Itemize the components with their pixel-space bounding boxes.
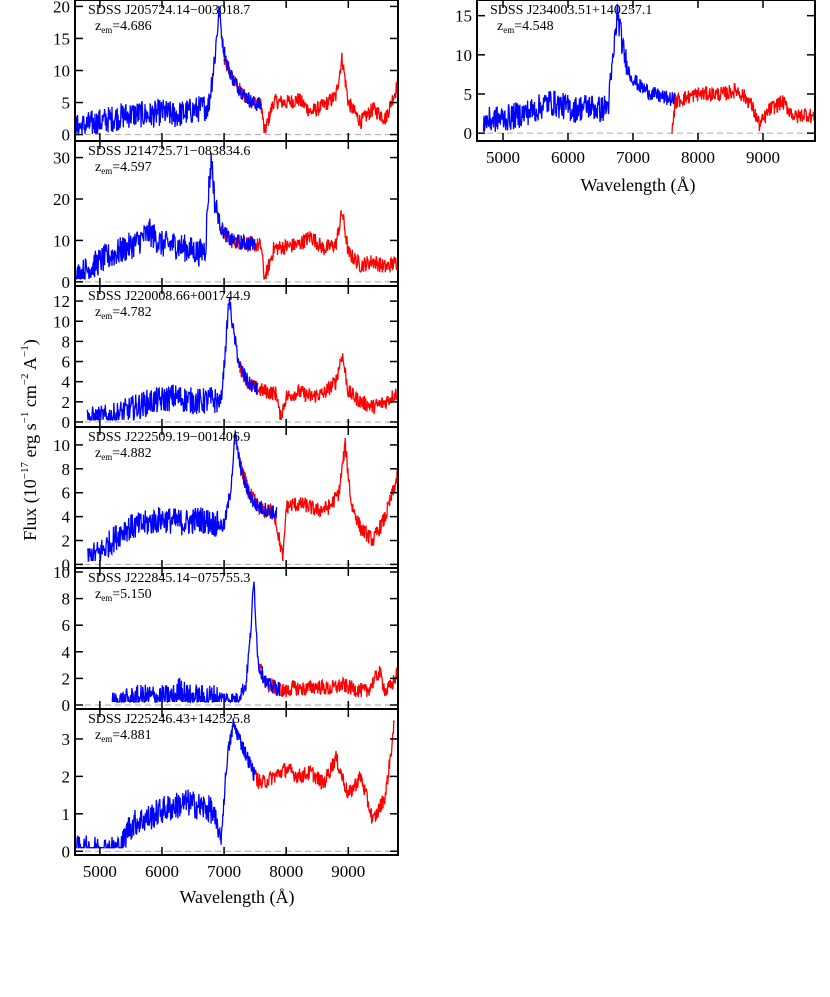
- x-tick-label: 7000: [616, 148, 650, 167]
- x-tick-label: 6000: [551, 148, 585, 167]
- y-tick-label: 4: [62, 373, 71, 392]
- spectrum-series-line: [75, 5, 262, 137]
- y-tick-label: 10: [53, 312, 70, 331]
- x-tick-label: 9000: [331, 862, 365, 881]
- y-tick-label: 12: [53, 292, 70, 311]
- object-name-label: SDSS J222845.14−075755.3: [88, 571, 250, 586]
- y-tick-label: 15: [455, 7, 472, 26]
- y-axis-label: Flux (10−17 erg s−1 cm−2 A−1): [19, 339, 41, 541]
- y-tick-label: 4: [62, 643, 71, 662]
- y-tick-label: 0: [62, 273, 71, 292]
- y-tick-label: 3: [62, 730, 71, 749]
- spectrum-series-line: [75, 718, 256, 849]
- redshift-label: zem=4.597: [95, 160, 152, 176]
- y-tick-label: 0: [62, 413, 71, 432]
- spectrum-panel: 0 5 10 15 20 SDSS J205724.14−003018.7zem=4.68…: [53, 0, 399, 145]
- y-tick-label: 0: [464, 124, 473, 143]
- y-tick-label: 8: [62, 332, 71, 351]
- y-tick-label: 0: [62, 126, 71, 145]
- object-name-label: SDSS J214725.71−083834.6: [88, 144, 250, 159]
- y-tick-label: 10: [53, 563, 70, 582]
- y-tick-label: 2: [62, 532, 71, 551]
- y-tick-label: 8: [62, 460, 71, 479]
- object-name-label: SDSS J222509.19−001406.9: [88, 430, 250, 445]
- y-tick-label: 2: [62, 669, 71, 688]
- spectrum-series-line: [86, 430, 278, 562]
- spectrum-series-line: [482, 3, 676, 132]
- y-tick-label: 0: [62, 555, 71, 574]
- spectrum-series-line: [671, 82, 815, 134]
- y-tick-label: 1: [62, 805, 71, 824]
- y-tick-label: 10: [53, 231, 70, 250]
- x-tick-label: 6000: [145, 862, 179, 881]
- spectrum-panel: 0 1 2 3 5000 6000 7000 8000 9000 SDSS J225246.43+…: [62, 708, 399, 881]
- y-tick-label: 6: [62, 616, 71, 635]
- spectrum-series-line: [75, 153, 256, 280]
- x-axis-label-right: Wavelength (Å): [580, 175, 695, 196]
- y-tick-label: 10: [455, 46, 472, 65]
- spectrum-series-line: [223, 52, 398, 134]
- object-name-label: SDSS J234003.51+140257.1: [490, 3, 652, 18]
- spectrum-series-line: [238, 353, 398, 420]
- spectrum-series-line: [111, 581, 281, 705]
- x-tick-label: 9000: [746, 148, 780, 167]
- y-tick-label: 20: [53, 0, 70, 16]
- y-tick-label: 10: [53, 62, 70, 81]
- panel-frame: [74, 708, 399, 856]
- redshift-label: zem=4.548: [497, 19, 554, 35]
- y-tick-label: 2: [62, 393, 71, 412]
- y-tick-label: 0: [62, 696, 71, 715]
- y-tick-label: 2: [62, 767, 71, 786]
- y-tick-label: 6: [62, 353, 71, 372]
- y-tick-label: 20: [53, 190, 70, 209]
- x-tick-label: 7000: [207, 862, 241, 881]
- y-tick-label: 15: [53, 29, 70, 48]
- x-tick-label: 5000: [486, 148, 520, 167]
- redshift-label: zem=4.881: [95, 728, 152, 744]
- redshift-label: zem=5.150: [95, 587, 152, 603]
- y-tick-label: 5: [62, 94, 71, 113]
- redshift-label: zem=4.782: [95, 305, 152, 321]
- x-tick-label: 8000: [269, 862, 303, 881]
- object-name-label: SDSS J225246.43+142525.8: [88, 712, 250, 727]
- y-tick-label: 8: [62, 590, 71, 609]
- redshift-label: zem=4.882: [95, 446, 152, 462]
- spectrum-series-line: [254, 720, 396, 824]
- spectrum-series-line: [257, 662, 398, 698]
- object-name-label: SDSS J220008.66+001744.9: [88, 289, 250, 304]
- y-tick-label: 10: [53, 436, 70, 455]
- y-tick-label: 0: [62, 842, 71, 861]
- x-tick-label: 5000: [83, 862, 117, 881]
- y-tick-label: 4: [62, 508, 71, 527]
- spectrum-series-line: [238, 437, 398, 562]
- spectrum-series-line: [86, 297, 259, 422]
- panel-frame: [476, 0, 816, 142]
- object-name-label: SDSS J205724.14−003018.7: [88, 3, 250, 18]
- y-tick-label: 5: [464, 85, 473, 104]
- spectrum-series-line: [220, 210, 398, 280]
- x-axis-label-left: Wavelength (Å): [179, 887, 294, 908]
- y-tick-label: 30: [53, 149, 70, 168]
- redshift-label: zem=4.686: [95, 19, 152, 35]
- y-tick-label: 6: [62, 484, 71, 503]
- x-tick-label: 8000: [681, 148, 715, 167]
- spectrum-panel: 0 5 10 15 5000 6000 7000 8000 9000 SDSS J234003.5…: [455, 0, 816, 167]
